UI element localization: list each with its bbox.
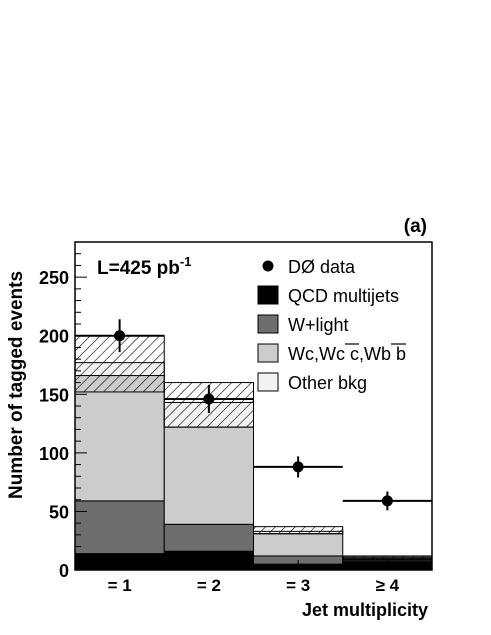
data-point-3 bbox=[292, 461, 304, 473]
luminosity-label: L=425 pb-1 bbox=[97, 254, 191, 279]
bar-2-2 bbox=[163, 523, 254, 552]
legend-swatch-2 bbox=[257, 314, 279, 334]
y-tick-label: 200 bbox=[39, 327, 69, 347]
x-tick-label: = 2 bbox=[197, 576, 221, 595]
y-axis: 0 50 100 150 200 250 bbox=[39, 241, 87, 581]
legend-marker-data bbox=[262, 260, 274, 272]
legend-label-2: W+light bbox=[288, 315, 349, 335]
data-point-1 bbox=[114, 330, 126, 342]
bar-3-1 bbox=[74, 375, 165, 502]
y-tick-label: 100 bbox=[39, 444, 69, 464]
uncertainty-band-3 bbox=[253, 526, 344, 535]
x-tick-label: ≥ 4 bbox=[376, 576, 400, 595]
x-tick-label: = 1 bbox=[108, 576, 132, 595]
uncertainty-band-4 bbox=[342, 555, 433, 560]
y-tick-label: 0 bbox=[59, 561, 69, 581]
data-point-4 bbox=[381, 495, 393, 507]
y-tick-label: 150 bbox=[39, 385, 69, 405]
legend-label-data: DØ data bbox=[288, 257, 356, 277]
bar-3-2 bbox=[163, 426, 254, 525]
y-tick-label: 50 bbox=[49, 502, 69, 522]
legend-label-3: Wc,Wc c,Wb b bbox=[288, 344, 406, 364]
legend-swatch-4 bbox=[257, 372, 279, 392]
x-axis: = 1 = 2 = 3 ≥ 4 bbox=[108, 560, 400, 595]
panel-label: (a) bbox=[404, 216, 427, 237]
legend-label-1: QCD multijets bbox=[288, 286, 399, 306]
legend-label-4: Other bkg bbox=[288, 373, 367, 393]
x-tick-label: = 3 bbox=[286, 576, 310, 595]
legend-swatch-3 bbox=[257, 343, 279, 363]
legend: DØ data QCD multijets W+light Wc,Wc c,Wb b O… bbox=[257, 257, 407, 393]
data-point-2 bbox=[203, 393, 215, 405]
y-tick-label: 250 bbox=[39, 268, 69, 288]
bar-2-1 bbox=[74, 500, 165, 555]
legend-swatch-1 bbox=[257, 285, 279, 305]
bar-3-3 bbox=[253, 533, 344, 557]
data-points bbox=[75, 319, 432, 511]
y-axis-title: Number of tagged events bbox=[6, 271, 27, 499]
x-axis-title: Jet multiplicity bbox=[302, 600, 428, 620]
